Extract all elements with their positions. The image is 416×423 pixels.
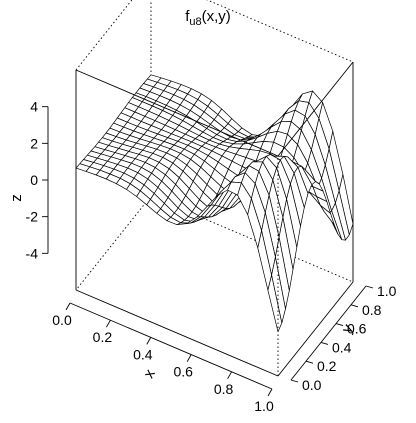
x-axis-line xyxy=(69,302,273,390)
y-tick xyxy=(290,379,299,383)
front-box-lines xyxy=(75,61,354,377)
box-edge-top-x0 xyxy=(75,0,133,71)
x-tick xyxy=(186,354,192,362)
z-tick-label: 2 xyxy=(30,135,38,151)
chart-title-main: f xyxy=(185,8,190,25)
box-edge-top-y0 xyxy=(75,69,279,157)
x-tick-label: 0.4 xyxy=(133,346,153,362)
y-tick xyxy=(320,341,329,345)
chart-title-args: (x,y) xyxy=(202,8,231,25)
y-tick xyxy=(350,304,359,308)
x-tick-label: 0.8 xyxy=(214,381,234,397)
y-tick-label: 0.2 xyxy=(317,358,337,374)
axes: 4 2 0 -2 -4 0.0 0.2 0.4 0.6 0.8 1.0 0.0 0.2 0.4 0.6 0.8… xyxy=(26,99,397,414)
box-edge-front-bottom-y xyxy=(277,281,354,377)
y-tick-label: 0.8 xyxy=(362,302,382,318)
y-tick xyxy=(335,323,344,327)
x-tick-label: 1.0 xyxy=(254,398,274,414)
chart-title-subscript: u8 xyxy=(189,16,201,28)
surface-mesh xyxy=(75,74,354,333)
x-tick xyxy=(106,319,111,328)
x-tick xyxy=(267,388,273,397)
x-tick xyxy=(65,302,71,311)
y-tick xyxy=(365,285,374,289)
x-tick xyxy=(146,337,152,345)
y-tick-label: 0.4 xyxy=(332,339,352,355)
x-tick-label: 0.0 xyxy=(52,312,72,328)
y-tick-label: 1.0 xyxy=(377,283,397,299)
y-tick-label: 0.6 xyxy=(347,321,367,337)
z-tick-label: 0 xyxy=(30,172,38,188)
x-axis-label: x xyxy=(140,366,159,381)
z-tick-label: -4 xyxy=(26,245,39,261)
z-axis-label: z xyxy=(8,194,25,202)
y-axis-line xyxy=(290,285,367,381)
box-edge-front-bottom-x xyxy=(75,289,279,377)
x-tick-label: 0.2 xyxy=(93,329,113,345)
z-tick-label: 4 xyxy=(30,99,38,115)
box-edge-back-bottom-x0 xyxy=(75,195,152,291)
x-tick-label: 0.6 xyxy=(173,364,193,380)
chart-title: fu8(x,y) xyxy=(185,8,231,28)
surface-facet xyxy=(267,274,283,333)
y-tick-label: 0.0 xyxy=(302,377,322,393)
y-tick xyxy=(305,360,314,364)
box-edge-top-x1 xyxy=(277,61,354,157)
z-tick-label: -2 xyxy=(26,209,39,225)
box-edge-top-y1 xyxy=(206,0,354,63)
x-tick xyxy=(227,371,232,380)
